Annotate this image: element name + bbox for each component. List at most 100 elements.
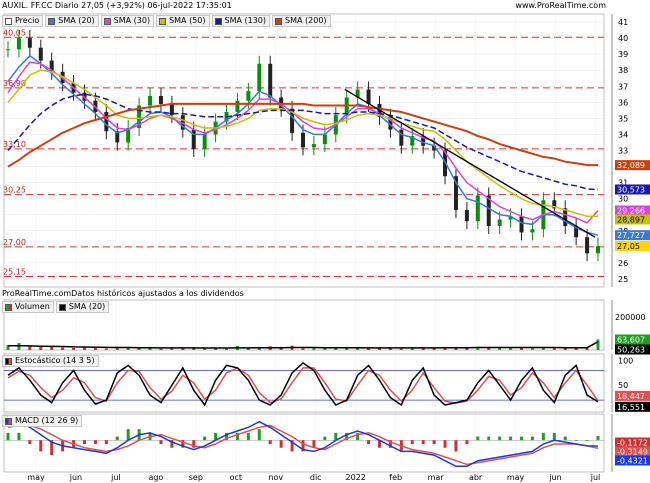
candle-body bbox=[563, 208, 568, 226]
volume-bar bbox=[301, 348, 305, 350]
macd-histogram-bar bbox=[476, 436, 480, 441]
volume-bar bbox=[28, 345, 32, 350]
candle-body bbox=[322, 134, 327, 145]
volume-sma20-line bbox=[8, 341, 599, 349]
macd-histogram-bar bbox=[509, 436, 513, 441]
time-tick-label: oct bbox=[230, 473, 242, 482]
volume-bar bbox=[17, 343, 21, 350]
price-last-value: 30,573 bbox=[617, 185, 645, 194]
volume-bar bbox=[246, 347, 250, 350]
candle-body bbox=[268, 63, 273, 98]
macd-histogram-bar bbox=[115, 436, 119, 441]
legend-price[interactable]: Precio bbox=[2, 15, 44, 27]
legend-sma30[interactable]: SMA (30) bbox=[100, 15, 155, 27]
volume-tick-label: 200000 bbox=[615, 313, 646, 322]
candle-body bbox=[301, 132, 305, 148]
candle-body bbox=[453, 176, 458, 210]
legend-sma200[interactable]: SMA (200) bbox=[272, 15, 331, 27]
candle-body bbox=[290, 108, 295, 133]
level-label: 30,25 bbox=[3, 186, 26, 195]
volume-bar bbox=[50, 346, 54, 350]
macd-legend: MACD (12 26 9) bbox=[2, 415, 83, 427]
volume-bar bbox=[574, 348, 578, 350]
volume-bar bbox=[487, 347, 491, 350]
candle-body bbox=[115, 131, 120, 143]
volume-bar bbox=[509, 348, 513, 350]
volume-bar bbox=[377, 348, 381, 350]
price-last-value: 29,266 bbox=[617, 206, 645, 215]
macd-histogram-bar bbox=[530, 436, 534, 441]
volume-bar bbox=[323, 348, 327, 350]
candle-body bbox=[486, 195, 491, 226]
price-last-value-bg bbox=[615, 214, 650, 225]
macd-histogram-bar bbox=[268, 440, 272, 444]
candle-body bbox=[585, 237, 590, 254]
price-tick-label: 31 bbox=[618, 179, 628, 188]
legend-sma130[interactable]: SMA (130) bbox=[211, 15, 271, 27]
macd-histogram-bar bbox=[181, 440, 185, 448]
volume-bar bbox=[476, 346, 480, 350]
macd-histogram-bar bbox=[159, 440, 163, 444]
volume-bar bbox=[126, 347, 130, 350]
volume-bar bbox=[520, 347, 524, 350]
volume-bar bbox=[214, 348, 218, 350]
candle-body bbox=[137, 105, 142, 129]
macd-histogram-bar bbox=[498, 436, 502, 441]
price-last-value: 28,897 bbox=[617, 215, 645, 224]
chart-title: AUXIL. FF.CC Diario 27,05 (+3,92%) 06-ju… bbox=[2, 1, 232, 10]
volume-bar bbox=[225, 348, 229, 350]
source-url[interactable]: www.ProRealTime.com bbox=[515, 1, 606, 10]
legend-sma20[interactable]: SMA (20) bbox=[45, 15, 99, 27]
macd-signal-last-value-bg bbox=[615, 455, 650, 466]
volume-bar bbox=[585, 348, 589, 350]
volume-bar bbox=[203, 348, 207, 350]
sma20-line bbox=[7, 54, 599, 236]
macd-last-value: -0,3149 bbox=[617, 447, 648, 456]
stochastic-last-value: 18,447 bbox=[617, 392, 645, 401]
stochastic-last-value-bg bbox=[615, 390, 650, 401]
price-tick-label: 25 bbox=[618, 275, 628, 284]
macd-histogram-bar bbox=[432, 440, 436, 444]
price-last-value-bg bbox=[615, 184, 650, 195]
volume-bar bbox=[82, 346, 86, 350]
candle-body bbox=[235, 100, 240, 112]
price-last-value-bg bbox=[615, 160, 650, 171]
macd-histogram-bar bbox=[585, 440, 589, 441]
legend-volume[interactable]: Volumen bbox=[2, 301, 54, 313]
candle-body bbox=[388, 116, 393, 130]
volume-bar bbox=[334, 347, 338, 350]
price-legend: Precio SMA (20) SMA (30) SMA (50) SMA (1… bbox=[2, 15, 331, 27]
volume-bar bbox=[432, 348, 436, 350]
volume-bar bbox=[596, 339, 600, 350]
time-tick-label: 2022 bbox=[346, 473, 366, 482]
level-label: 27,00 bbox=[3, 238, 26, 247]
time-tick-label: nov bbox=[268, 473, 283, 482]
legend-sma50[interactable]: SMA (50) bbox=[156, 15, 210, 27]
legend-macd[interactable]: MACD (12 26 9) bbox=[2, 415, 83, 427]
candle-body bbox=[126, 128, 131, 143]
candle-body bbox=[6, 49, 10, 51]
stochastic-tick-label: 50 bbox=[618, 381, 628, 390]
candle-body bbox=[202, 134, 207, 149]
legend-volume-sma20[interactable]: SMA (20) bbox=[55, 301, 110, 313]
price-tick-label: 30 bbox=[618, 195, 628, 204]
volume-bar bbox=[6, 345, 10, 350]
volume-bar bbox=[72, 348, 76, 350]
price-last-value-bg bbox=[615, 241, 650, 252]
time-tick-label: ago bbox=[148, 473, 163, 482]
time-tick-label: jun bbox=[548, 473, 561, 482]
candle-body bbox=[497, 219, 502, 226]
volume-bar bbox=[148, 347, 152, 350]
volume-bar bbox=[563, 348, 567, 350]
time-tick-label: dic bbox=[310, 473, 322, 482]
legend-stochastic[interactable]: Estocástico (14 3 5) bbox=[2, 355, 99, 367]
time-tick-label: feb bbox=[389, 473, 402, 482]
macd-histogram-bar bbox=[388, 440, 392, 448]
macd-histogram-bar bbox=[235, 432, 239, 441]
time-tick-label: jun bbox=[69, 473, 82, 482]
macd-histogram-bar bbox=[520, 436, 524, 441]
macd-hist-last-value-bg bbox=[615, 437, 650, 448]
volume-bar bbox=[279, 348, 283, 350]
macd-histogram-bar bbox=[257, 429, 261, 441]
candle-body bbox=[596, 246, 600, 254]
